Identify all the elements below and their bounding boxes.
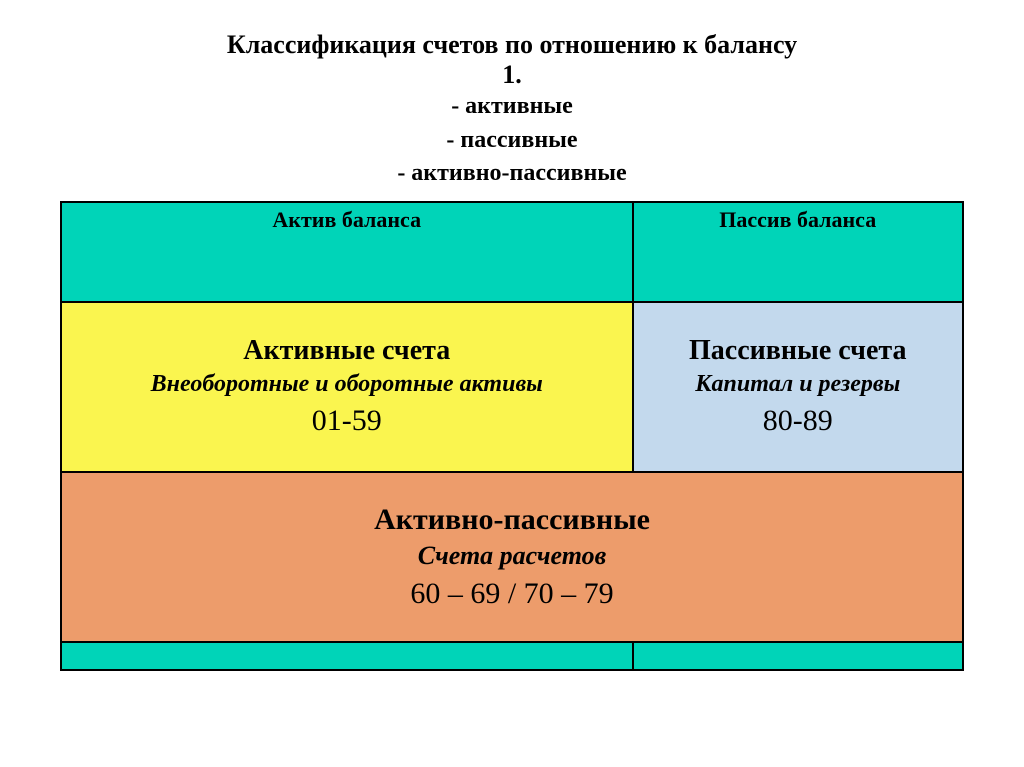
table-middle-row: Активные счета Внеоборотные и оборотные …: [61, 302, 963, 472]
table-header-right: Пассив баланса: [633, 202, 964, 302]
passive-range: 80-89: [644, 404, 953, 438]
table-footer-row: [61, 642, 963, 670]
active-passive-subtitle: Счета расчетов: [72, 541, 952, 571]
table-header-row: Актив баланса Пассив баланса: [61, 202, 963, 302]
table-header-left: Актив баланса: [61, 202, 633, 302]
passive-subtitle: Капитал и резервы: [644, 371, 953, 398]
active-passive-range: 60 – 69 / 70 – 79: [72, 577, 952, 611]
active-passive-title: Активно-пассивные: [72, 503, 952, 537]
active-passive-cell: Активно-пассивные Счета расчетов 60 – 69…: [61, 472, 963, 642]
active-subtitle: Внеоборотные и оборотные активы: [72, 371, 622, 398]
passive-title: Пассивные счета: [644, 335, 953, 367]
passive-accounts-cell: Пассивные счета Капитал и резервы 80-89: [633, 302, 964, 472]
page-title: Классификация счетов по отношению к бала…: [60, 30, 964, 60]
header-list-item-3: - активно-пассивные: [60, 157, 964, 191]
footer-right: [633, 642, 964, 670]
page-header: Классификация счетов по отношению к бала…: [60, 30, 964, 191]
active-title: Активные счета: [72, 335, 622, 367]
footer-left: [61, 642, 633, 670]
header-number: 1.: [60, 60, 964, 90]
header-list-item-2: - пассивные: [60, 124, 964, 158]
active-range: 01-59: [72, 404, 622, 438]
active-accounts-cell: Активные счета Внеоборотные и оборотные …: [61, 302, 633, 472]
classification-table: Актив баланса Пассив баланса Активные сч…: [60, 201, 964, 671]
header-list-item-1: - активные: [60, 90, 964, 124]
table-bottom-row: Активно-пассивные Счета расчетов 60 – 69…: [61, 472, 963, 642]
